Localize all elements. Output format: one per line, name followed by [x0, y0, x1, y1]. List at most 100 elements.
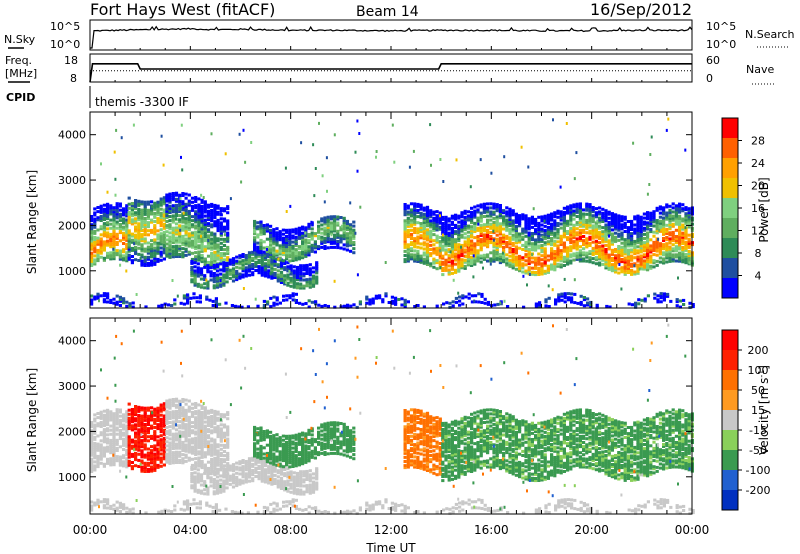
power-cell	[572, 252, 576, 256]
power-cell	[159, 222, 163, 225]
power-cell	[263, 262, 268, 266]
power-cell	[247, 265, 252, 269]
power-cell	[326, 228, 330, 231]
power-cell	[127, 241, 131, 245]
power-cell	[540, 227, 544, 231]
power-cell	[310, 249, 314, 253]
power-cell	[425, 248, 430, 252]
power-cell	[150, 218, 154, 222]
power-cell	[321, 174, 324, 178]
velocity-cell	[190, 431, 195, 435]
velocity-cell	[153, 464, 157, 468]
power-cell	[310, 247, 314, 251]
power-cell	[326, 232, 330, 235]
power-cell	[527, 270, 531, 274]
velocity-cell	[178, 461, 182, 464]
power-cell	[210, 243, 214, 247]
power-cell	[275, 296, 279, 300]
power-cell	[222, 244, 227, 247]
power-cell	[671, 233, 675, 236]
velocity-cell	[178, 399, 182, 403]
power-cell	[159, 242, 163, 246]
velocity-cell	[106, 417, 110, 420]
velocity-cell	[96, 444, 100, 448]
power-cell	[684, 257, 688, 261]
power-cell	[260, 271, 264, 275]
velocity-cell	[150, 457, 154, 461]
velocity-cell	[109, 416, 113, 420]
power-cell	[578, 257, 582, 261]
velocity-cell	[146, 408, 150, 412]
power-cell	[495, 254, 499, 258]
power-cell	[409, 241, 414, 245]
power-cell	[569, 249, 573, 253]
power-cell	[479, 248, 483, 252]
velocity-cell	[165, 454, 169, 458]
power-cell	[311, 266, 316, 270]
power-cell	[569, 216, 573, 220]
velocity-cell	[181, 412, 185, 416]
power-cell	[247, 255, 252, 259]
power-cell	[213, 234, 217, 238]
power-cell	[486, 253, 490, 257]
power-cell	[301, 243, 305, 247]
power-cell	[489, 226, 493, 230]
power-cell	[596, 219, 599, 223]
power-cell	[419, 230, 423, 234]
power-cell	[642, 267, 646, 271]
power-cell	[546, 221, 550, 225]
power-cell	[450, 249, 454, 253]
velocity-cell	[174, 452, 179, 456]
power-cell	[213, 252, 217, 256]
power-cell	[197, 219, 201, 223]
power-cell	[429, 239, 433, 243]
power-cell	[187, 220, 191, 224]
power-cell	[200, 231, 204, 235]
power-cell	[662, 296, 666, 300]
power-cell	[146, 225, 150, 229]
velocity-cell	[156, 443, 160, 447]
velocity-cell	[150, 424, 154, 428]
velocity-cell	[130, 412, 134, 415]
power-cell	[159, 213, 163, 217]
power-cell	[508, 220, 512, 223]
power-cell	[502, 260, 506, 264]
power-cell	[352, 247, 356, 251]
power-cell	[620, 217, 624, 221]
power-cell	[226, 239, 230, 243]
velocity-cell	[174, 412, 179, 415]
power-cell	[200, 256, 204, 259]
power-cell	[275, 231, 279, 235]
power-cell	[90, 239, 94, 243]
power-cell	[112, 255, 116, 259]
power-cell	[210, 241, 214, 245]
power-cell	[463, 232, 467, 236]
power-cell	[225, 262, 229, 265]
power-cell	[114, 177, 117, 181]
power-cell	[90, 237, 94, 241]
power-cell	[140, 239, 144, 243]
power-cell	[419, 234, 423, 238]
power-cell	[210, 251, 214, 255]
power-cell	[662, 222, 666, 226]
power-cell	[559, 216, 563, 220]
power-cell	[425, 250, 430, 254]
velocity-cell	[171, 426, 175, 430]
velocity-cell	[168, 412, 172, 416]
power-cell	[537, 215, 541, 219]
power-cell	[530, 260, 534, 264]
power-cell	[301, 239, 305, 243]
power-cell	[671, 253, 675, 257]
velocity-cell	[184, 419, 188, 422]
power-cell	[454, 256, 458, 260]
power-cell	[678, 299, 682, 303]
power-cell	[419, 205, 423, 209]
colorbar-swatch	[722, 238, 738, 259]
power-cell	[127, 210, 131, 214]
power-cell	[228, 262, 232, 266]
velocity-cell	[137, 405, 141, 409]
power-cell	[671, 243, 675, 247]
power-cell	[668, 208, 672, 212]
power-cell	[323, 247, 327, 250]
power-cell	[259, 228, 263, 232]
